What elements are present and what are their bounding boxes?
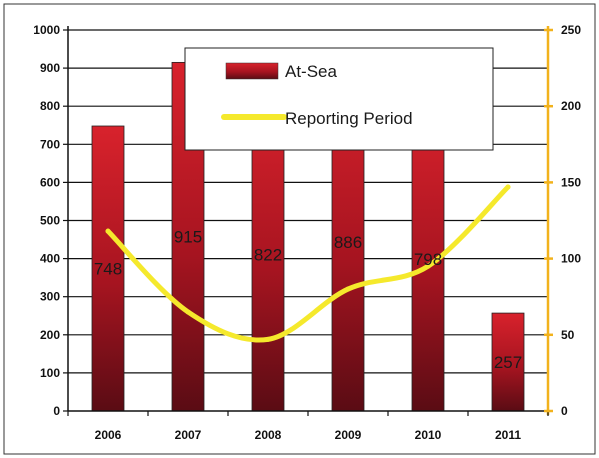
right-axis-tick-label: 0 [561,404,568,418]
data-label-2010: 798 [414,250,442,269]
left-axis-tick-label: 800 [40,99,60,113]
left-axis-tick-label: 0 [53,404,60,418]
bar-2006 [91,125,125,412]
line-point-2008 [265,336,271,342]
x-axis-tick-label: 2009 [335,428,362,442]
right-axis-tick-label: 200 [561,99,581,113]
right-axis-tick-label: 150 [561,175,581,189]
axes [63,26,553,416]
left-axis-tick-label: 400 [40,252,60,266]
legend: At-Sea Reporting Period [184,47,494,151]
left-axis-tick-label: 1000 [33,23,60,37]
data-label-2006: 748 [94,260,122,279]
x-axis-tick-label: 2010 [415,428,442,442]
right-axis-tick-label: 50 [561,328,575,342]
x-axis-tick-label: 2006 [95,428,122,442]
left-axis-tick-label: 700 [40,137,60,151]
line-point-2009 [345,286,351,292]
line-reporting-period [105,184,511,343]
legend-label-at-sea: At-Sea [285,62,338,81]
bar-2011 [491,312,525,412]
data-label-2008: 822 [254,245,282,264]
right-axis-tick-label: 100 [561,252,581,266]
legend-swatch-at-sea [225,62,279,80]
left-axis-tick-label: 300 [40,290,60,304]
data-labels: 748 915 822 886 798 257 [94,228,522,372]
x-axis-tick-label: 2008 [255,428,282,442]
x-axis-tick-label: 2007 [175,428,202,442]
data-label-2007: 915 [174,228,202,247]
left-axis-tick-label: 600 [40,175,60,189]
x-axis-tick-label: 2011 [495,428,521,442]
line-point-2007 [185,309,191,315]
line-point-2006 [105,228,111,234]
left-axis-tick-label: 500 [40,214,60,228]
line-point-2011 [505,184,511,190]
left-axis-tick-label: 900 [40,61,60,75]
legend-label-reporting-period: Reporting Period [285,109,413,128]
line-series [105,184,511,343]
left-axis-tick-label: 200 [40,328,60,342]
data-label-2011: 257 [494,353,522,372]
line-point-2010 [425,263,431,269]
right-axis-tick-label: 250 [561,23,581,37]
left-axis-tick-label: 100 [40,366,60,380]
data-label-2009: 886 [334,233,362,252]
